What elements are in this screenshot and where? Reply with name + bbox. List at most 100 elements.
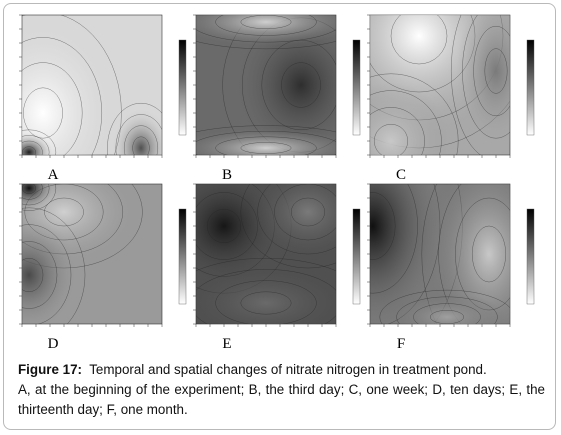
colorbar xyxy=(352,208,361,305)
contour-line xyxy=(22,207,86,324)
contour-line xyxy=(215,15,317,36)
colorbar xyxy=(352,39,361,136)
contour-region xyxy=(111,108,162,155)
contour-line xyxy=(196,125,336,133)
contour-panel: C xyxy=(367,14,535,183)
contour-line xyxy=(22,62,83,155)
contour-panel: E xyxy=(193,183,361,352)
contour-line xyxy=(215,280,317,324)
contour-line xyxy=(257,184,336,255)
contour-line xyxy=(370,107,425,155)
panel-label: B xyxy=(222,167,232,183)
contour-line xyxy=(44,197,84,227)
contour-line xyxy=(438,184,462,324)
caption-title: Temporal and spatial changes of nitrate … xyxy=(89,362,487,377)
contour-line xyxy=(22,184,36,194)
contour-fill xyxy=(370,15,510,155)
contour-region xyxy=(22,24,112,155)
colorbar xyxy=(526,208,535,305)
contour-line xyxy=(370,184,418,294)
contour-line xyxy=(196,41,336,50)
contour-region xyxy=(22,216,78,324)
contour-fill xyxy=(370,184,510,324)
caption: Figure 17: Temporal and spatial changes … xyxy=(18,360,545,420)
contour-line xyxy=(484,48,508,94)
contour-region xyxy=(249,184,336,261)
caption-label: Figure 17: xyxy=(18,362,82,377)
contour-line xyxy=(196,269,336,324)
contour-line xyxy=(430,310,465,324)
contour-line xyxy=(451,15,481,155)
contour-line xyxy=(22,224,72,324)
contour-line xyxy=(206,208,241,243)
contour-line xyxy=(274,184,336,241)
contour-line xyxy=(374,124,408,155)
contour-line xyxy=(473,26,510,116)
contour-line xyxy=(22,184,50,206)
panel-label: F xyxy=(397,336,405,352)
contour-region xyxy=(196,128,336,155)
contour-line xyxy=(196,258,336,271)
caption-description: A, at the beginning of the experiment; B… xyxy=(18,382,545,417)
contour-line xyxy=(240,291,292,315)
panel-label: A xyxy=(48,167,59,183)
contour-line xyxy=(196,29,336,43)
contour-line xyxy=(370,192,396,260)
contour-panel: F xyxy=(367,183,535,352)
figure-panels: A B C D E F xyxy=(19,14,535,352)
contour-line xyxy=(124,125,158,155)
panel-label: C xyxy=(396,167,406,183)
contour-region xyxy=(196,15,336,46)
contour-line xyxy=(115,114,162,155)
panel-label: E xyxy=(222,336,231,352)
contour-line xyxy=(413,303,481,324)
contour-region xyxy=(370,184,452,324)
contour-line xyxy=(132,136,150,155)
contour-region xyxy=(196,263,336,324)
contour-line xyxy=(196,131,336,155)
figure-frame xyxy=(3,3,556,430)
contour-line xyxy=(291,197,326,227)
contour-line xyxy=(472,225,507,283)
contour-line xyxy=(370,90,442,155)
contour-line xyxy=(22,140,43,155)
contour-line xyxy=(281,62,321,108)
contour-line xyxy=(379,289,510,324)
contour-line xyxy=(22,184,57,211)
contour-line xyxy=(22,241,58,309)
contour-line xyxy=(22,15,122,155)
contour-region xyxy=(430,184,510,324)
contour-region xyxy=(22,184,53,208)
contour-line xyxy=(240,184,336,269)
contour-region xyxy=(370,82,450,155)
colorbar xyxy=(526,39,535,136)
contour-line xyxy=(22,184,43,200)
contour-fill xyxy=(196,15,336,155)
contour-line xyxy=(390,15,448,65)
contour-line xyxy=(421,184,437,324)
contour-line xyxy=(396,296,498,324)
contour-line xyxy=(240,15,292,29)
contour-line xyxy=(22,37,102,155)
contour-line xyxy=(22,258,44,292)
contour-fill xyxy=(22,184,143,324)
contour-fill xyxy=(22,15,162,155)
contour-region xyxy=(22,132,53,155)
contour-line xyxy=(22,135,50,155)
contour-panel: D xyxy=(19,183,187,352)
contour-line xyxy=(22,129,57,155)
contour-panel: B xyxy=(193,14,361,183)
contour-panel: A xyxy=(19,14,187,183)
contour-region xyxy=(388,293,506,324)
colorbar xyxy=(178,39,187,136)
contour-line xyxy=(107,103,162,155)
contour-fill xyxy=(196,184,336,324)
contour-line xyxy=(370,73,459,155)
contour-line xyxy=(462,15,510,139)
contour-line xyxy=(222,15,253,155)
contour-region xyxy=(232,15,336,155)
contour-line xyxy=(215,136,317,155)
panel-label: D xyxy=(48,336,59,352)
contour-line xyxy=(22,146,36,155)
contour-line xyxy=(240,142,292,154)
